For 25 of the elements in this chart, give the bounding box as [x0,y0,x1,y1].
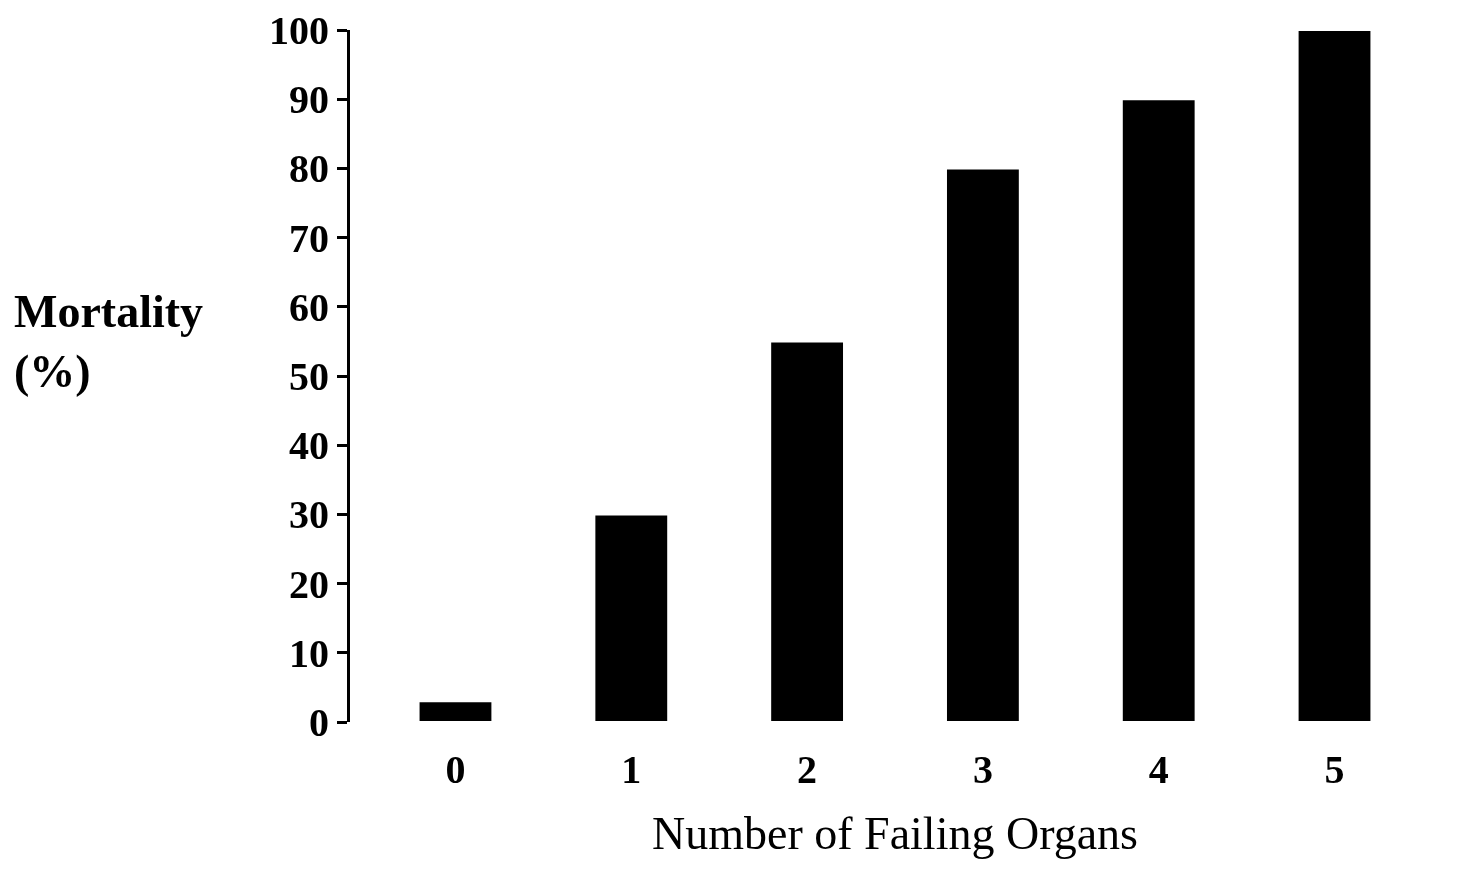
y-tick-label: 0 [309,700,329,745]
bar [769,340,846,722]
x-axis-title: Number of Failing Organs [652,807,1138,859]
y-tick-label: 20 [289,561,329,607]
bar [417,700,494,722]
bar [944,167,1021,722]
y-tick-label: 50 [289,354,329,399]
y-tick-label: 60 [289,284,329,330]
x-tick-label: 2 [797,747,818,792]
y-tick-label: 90 [289,77,329,123]
y-tick-label: 80 [289,146,329,192]
y-axis-title: Mortality (%) [14,286,204,397]
y-tick-label: 100 [269,8,329,53]
y-tick-label: 30 [289,492,329,538]
y-tick-label: 10 [289,630,329,676]
x-tick-label: 5 [1324,747,1345,792]
x-tick-label: 0 [445,747,466,792]
y-tick-label: 70 [289,215,329,261]
x-tick-label: 4 [1148,747,1169,792]
bar [593,513,670,722]
bar [1296,30,1373,722]
x-tick-label: 3 [972,747,993,792]
y-tick-label: 40 [289,423,329,469]
x-tick-label: 1 [621,747,642,792]
bar [1120,98,1197,722]
